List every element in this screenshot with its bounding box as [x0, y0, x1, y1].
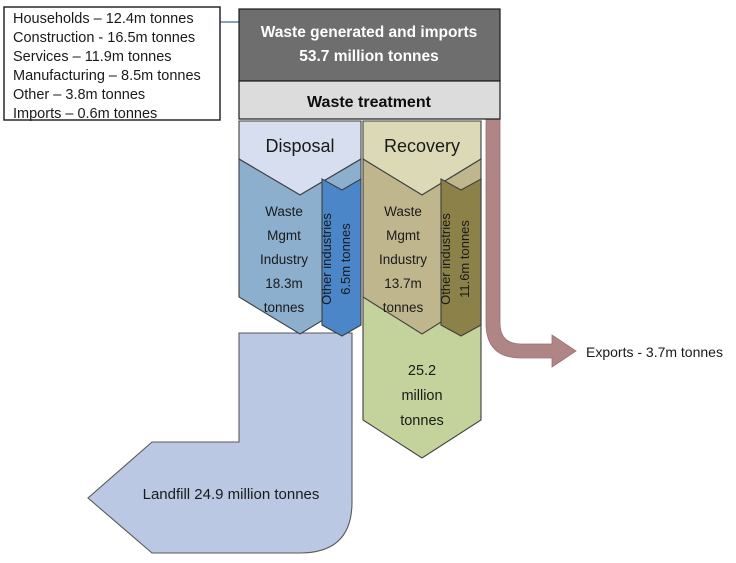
- svg-text:tonnes: tonnes: [400, 413, 444, 429]
- landfill-flow-shape: [87, 332, 353, 554]
- disposal-other-shape: [321, 178, 362, 337]
- recovery-other-label: Other industries 11.6m tonnes: [438, 213, 472, 305]
- disposal-other-label: Other industries 6.5m tonnes: [319, 213, 353, 305]
- exports-flow-shape: [481, 117, 577, 368]
- svg-text:Other industries: Other industries: [319, 213, 334, 305]
- svg-text:11.6m tonnes: 11.6m tonnes: [457, 220, 472, 298]
- source-item-other: Other – 3.8m tonnes: [13, 87, 145, 103]
- svg-text:25.2: 25.2: [408, 363, 436, 379]
- svg-text:18.3m: 18.3m: [265, 276, 303, 291]
- svg-text:Other industries: Other industries: [438, 213, 453, 305]
- svg-text:tonnes: tonnes: [264, 300, 305, 315]
- svg-text:6.5m tonnes: 6.5m tonnes: [338, 223, 353, 295]
- svg-text:Industry: Industry: [379, 252, 427, 267]
- svg-text:tonnes: tonnes: [383, 300, 424, 315]
- source-item-imports: Imports – 0.6m tonnes: [13, 106, 157, 122]
- waste-generated-title: Waste generated and imports: [261, 24, 477, 41]
- svg-text:million: million: [401, 388, 442, 404]
- recovery-total-label: 25.2 million tonnes: [400, 363, 444, 429]
- waste-sources-box: [3, 6, 221, 121]
- svg-text:Industry: Industry: [260, 252, 308, 267]
- source-item-households: Households – 12.4m tonnes: [13, 11, 194, 27]
- source-item-services: Services – 11.9m tonnes: [13, 49, 172, 65]
- waste-treatment-box: [238, 80, 501, 120]
- waste-generated-value: 53.7 million tonnes: [299, 48, 439, 65]
- svg-text:Mgmt: Mgmt: [267, 228, 301, 243]
- landfill-label: Landfill 24.9 million tonnes: [143, 486, 320, 503]
- disposal-wmi-label: Waste Mgmt Industry 18.3m tonnes: [260, 204, 308, 315]
- waste-generated-box: [238, 8, 501, 82]
- source-item-manufacturing: Manufacturing – 8.5m tonnes: [13, 68, 201, 84]
- recovery-label: Recovery: [384, 136, 460, 156]
- recovery-wmi-label: Waste Mgmt Industry 13.7m tonnes: [379, 204, 427, 315]
- svg-text:Mgmt: Mgmt: [386, 228, 420, 243]
- svg-text:13.7m: 13.7m: [384, 276, 422, 291]
- svg-text:Waste: Waste: [384, 204, 422, 219]
- waste-treatment-title: Waste treatment: [307, 94, 432, 111]
- svg-text:Waste: Waste: [265, 204, 303, 219]
- source-item-construction: Construction - 16.5m tonnes: [13, 30, 195, 46]
- disposal-label: Disposal: [265, 136, 334, 156]
- exports-label: Exports - 3.7m tonnes: [586, 344, 723, 360]
- recovery-other-shape: [440, 178, 482, 337]
